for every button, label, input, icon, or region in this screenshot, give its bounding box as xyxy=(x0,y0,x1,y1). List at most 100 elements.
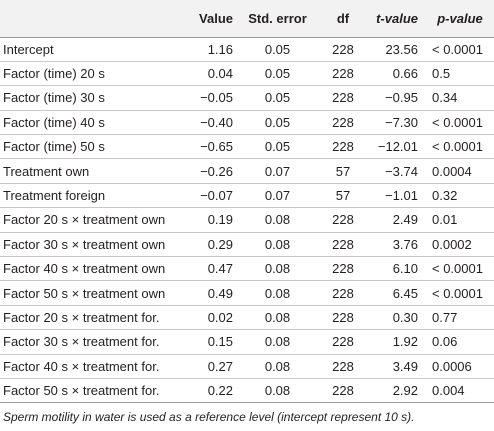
cell-label: Treatment foreign xyxy=(3,188,106,204)
cell-p-value: 0.32 xyxy=(432,188,458,204)
cell-df: 228 xyxy=(332,139,354,155)
cell-std-error: 0.08 xyxy=(264,383,291,399)
header-t-value: t-value xyxy=(360,0,426,38)
cell-p-value: 0.004 xyxy=(432,383,465,399)
table-row: Factor 20 s × treatment own 0.19 0.08 228 2.… xyxy=(0,208,494,233)
cell-std-error: 0.05 xyxy=(264,41,291,57)
cell-df: 228 xyxy=(332,236,354,252)
cell-value: 0.49 xyxy=(207,285,233,301)
table-row: Factor 40 s × treatment for. 0.27 0.08 228 3… xyxy=(0,354,494,379)
cell-value: −0.26 xyxy=(200,163,233,179)
cell-std-error: 0.08 xyxy=(264,261,291,277)
cell-label: Factor 30 s × treatment for. xyxy=(3,334,160,350)
cell-label: Factor 40 s × treatment own xyxy=(3,261,166,277)
cell-t-value: −7.30 xyxy=(385,114,418,130)
cell-std-error: 0.05 xyxy=(264,114,291,130)
cell-t-value: 0.30 xyxy=(392,309,418,325)
cell-t-value: 3.76 xyxy=(392,236,418,252)
cell-df: 228 xyxy=(332,114,354,130)
cell-label: Factor 20 s × treatment for. xyxy=(3,309,160,325)
cell-value: 0.47 xyxy=(207,261,233,277)
table-row: Factor (time) 40 s −0.40 0.05 228 −7.30 < 0.0… xyxy=(0,110,494,135)
cell-value: 0.19 xyxy=(207,212,233,228)
cell-label: Intercept xyxy=(3,41,54,57)
cell-t-value: 6.10 xyxy=(392,261,418,277)
table-row: Intercept 1.16 0.05 228 23.56 < 0.0001 xyxy=(0,37,494,62)
table-row: Factor (time) 50 s −0.65 0.05 228 −12.01 < 0.… xyxy=(0,135,494,159)
cell-t-value: −12.01 xyxy=(377,139,418,155)
table-body: Intercept 1.16 0.05 228 23.56 < 0.0001 Factor … xyxy=(0,37,494,403)
cell-label: Factor 30 s × treatment own xyxy=(3,236,166,252)
cell-p-value: 0.0006 xyxy=(432,358,472,374)
cell-std-error: 0.05 xyxy=(264,139,291,155)
cell-value: 1.16 xyxy=(207,41,233,57)
cell-df: 228 xyxy=(332,334,354,350)
cell-value: 0.15 xyxy=(207,334,233,350)
cell-t-value: 0.66 xyxy=(392,66,418,82)
cell-std-error: 0.07 xyxy=(264,163,291,179)
cell-p-value: < 0.0001 xyxy=(432,139,483,155)
cell-p-value: 0.01 xyxy=(432,212,458,228)
cell-df: 228 xyxy=(332,212,354,228)
cell-value: 0.04 xyxy=(207,66,233,82)
cell-p-value: 0.0002 xyxy=(432,236,472,252)
cell-p-value: 0.0004 xyxy=(432,163,472,179)
cell-std-error: 0.05 xyxy=(264,66,291,82)
cell-df: 228 xyxy=(332,309,354,325)
cell-std-error: 0.05 xyxy=(264,90,291,106)
cell-value: −0.40 xyxy=(200,114,233,130)
cell-p-value: 0.34 xyxy=(432,90,458,106)
table-row: Factor 30 s × treatment own 0.29 0.08 228 3.… xyxy=(0,232,494,257)
table-row: Factor (time) 30 s −0.05 0.05 228 −0.95 0.34 xyxy=(0,86,494,111)
table-row: Factor (time) 20 s 0.04 0.05 228 0.66 0.5 xyxy=(0,61,494,86)
header-row: Value Std. error df t-value p-value xyxy=(0,0,494,38)
cell-label: Factor 20 s × treatment own xyxy=(3,212,166,228)
cell-label: Factor 50 s × treatment for. xyxy=(3,383,160,399)
cell-df: 228 xyxy=(332,358,354,374)
cell-std-error: 0.07 xyxy=(264,188,291,204)
cell-t-value: −3.74 xyxy=(385,163,418,179)
cell-value: −0.65 xyxy=(200,139,233,155)
header-value: Value xyxy=(183,0,239,38)
cell-value: −0.05 xyxy=(200,90,233,106)
table-row: Factor 50 s × treatment own 0.49 0.08 228 6.… xyxy=(0,281,494,306)
cell-t-value: 3.49 xyxy=(392,358,418,374)
cell-label: Factor (time) 30 s xyxy=(3,90,105,106)
cell-df: 228 xyxy=(332,66,354,82)
cell-label: Factor (time) 40 s xyxy=(3,114,105,130)
cell-label: Factor (time) 50 s xyxy=(3,139,105,155)
cell-label: Treatment own xyxy=(3,163,90,179)
cell-t-value: 2.49 xyxy=(392,212,418,228)
cell-t-value: 2.92 xyxy=(392,383,418,399)
cell-t-value: 1.92 xyxy=(392,334,418,350)
cell-df: 57 xyxy=(335,188,351,204)
cell-value: 0.27 xyxy=(207,358,233,374)
cell-value: −0.07 xyxy=(200,188,233,204)
table-row: Treatment own −0.26 0.07 57 −3.74 0.0004 xyxy=(0,159,494,184)
table-footnote: Sperm motility in water is used as a ref… xyxy=(3,410,415,425)
cell-t-value: 23.56 xyxy=(385,41,418,57)
cell-p-value: < 0.0001 xyxy=(432,41,483,57)
cell-df: 57 xyxy=(335,163,351,179)
table-row: Factor 50 s × treatment for. 0.22 0.08 228 2… xyxy=(0,378,494,403)
cell-std-error: 0.08 xyxy=(264,309,291,325)
cell-df: 228 xyxy=(332,383,354,399)
cell-p-value: < 0.0001 xyxy=(432,285,483,301)
cell-label: Factor 40 s × treatment for. xyxy=(3,358,160,374)
cell-value: 0.02 xyxy=(207,309,233,325)
table-row: Factor 20 s × treatment for. 0.02 0.08 228 0… xyxy=(0,305,494,330)
cell-value: 0.22 xyxy=(207,383,233,399)
cell-p-value: 0.06 xyxy=(432,334,458,350)
cell-t-value: 6.45 xyxy=(392,285,418,301)
table-row: Factor 40 s × treatment own 0.47 0.08 228 6.… xyxy=(0,257,494,281)
cell-df: 228 xyxy=(332,41,354,57)
cell-t-value: −0.95 xyxy=(385,90,418,106)
cell-label: Factor (time) 20 s xyxy=(3,66,105,82)
cell-df: 228 xyxy=(332,285,354,301)
cell-t-value: −1.01 xyxy=(385,188,418,204)
cell-df: 228 xyxy=(332,261,354,277)
header-df: df xyxy=(316,0,360,38)
cell-std-error: 0.08 xyxy=(264,334,291,350)
header-p-value: p-value xyxy=(426,0,494,38)
